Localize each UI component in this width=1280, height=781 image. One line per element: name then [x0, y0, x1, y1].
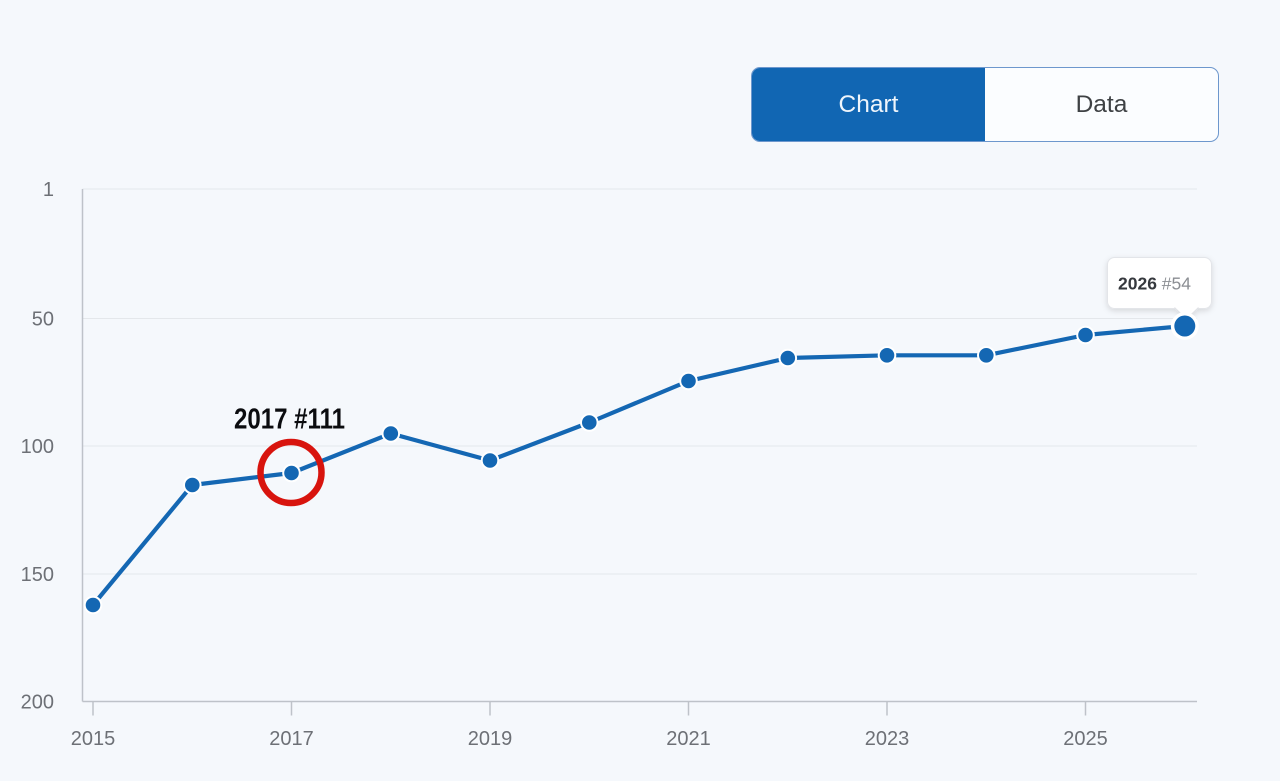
svg-text:100: 100: [21, 436, 54, 458]
svg-text:2019: 2019: [468, 728, 513, 750]
svg-text:200: 200: [21, 692, 54, 714]
svg-text:1: 1: [43, 179, 54, 201]
svg-text:2017 #111: 2017 #111: [234, 402, 345, 435]
svg-text:150: 150: [21, 564, 54, 586]
svg-text:2021: 2021: [666, 728, 711, 750]
svg-text:2025: 2025: [1063, 728, 1108, 750]
svg-text:50: 50: [32, 309, 54, 331]
svg-text:2023: 2023: [865, 728, 910, 750]
svg-text:2017: 2017: [269, 728, 314, 750]
svg-text:2015: 2015: [71, 728, 116, 750]
svg-text:2026 #54: 2026 #54: [1118, 274, 1191, 294]
